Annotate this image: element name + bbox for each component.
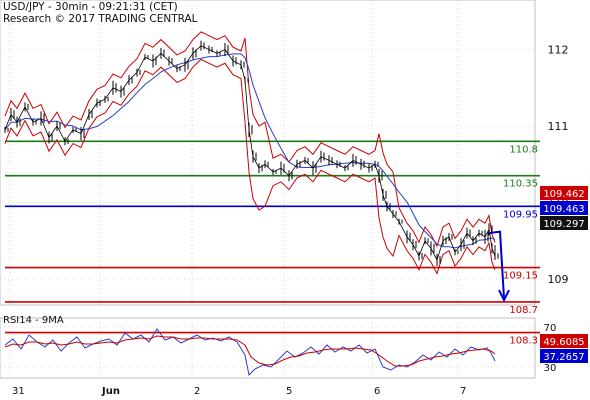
price-tick-label: 109 [548, 273, 569, 286]
level-label: 108.3 [509, 336, 538, 347]
price-badge [540, 216, 588, 230]
rsi-series-line [4, 335, 496, 367]
bollinger-layer [4, 31, 496, 275]
price-badge [540, 201, 588, 215]
x-tick-label: 5 [286, 386, 292, 397]
scenario-arrow-head [498, 289, 510, 303]
x-tick-label: 31 [12, 386, 25, 397]
levels-layer: 110.8 110.35 109.95 109.15 108.7 108.3 [5, 140, 540, 347]
rsi-tick-label: 70 [544, 323, 557, 334]
rsi-panel-label: RSI14 - 9MA [3, 315, 64, 326]
price-layer [4, 40, 510, 303]
chart-copyright: Research © 2017 TRADING CENTRAL [3, 13, 198, 25]
scenario-arrow [488, 230, 505, 299]
price-panel-frame [0, 0, 536, 306]
level-label: 109.95 [503, 209, 538, 220]
price-badge-label: 109.463 [543, 204, 584, 215]
rsi-panel-frame [0, 317, 536, 379]
level-label: 109.15 [503, 271, 538, 282]
level-label: 108.7 [509, 305, 538, 316]
x-tick-label: Jun [101, 386, 120, 397]
rsi-tick-label: 30 [544, 363, 557, 374]
rsi-badge [540, 349, 588, 363]
level-label: 110.35 [503, 179, 538, 190]
price-tick-label: 112 [548, 44, 569, 57]
price-badge-label: 109.462 [543, 189, 584, 200]
price-badge [540, 186, 588, 200]
tags-layer: 109.462 109.463 109.297 49.6085 37.2657 [540, 186, 588, 363]
chart-title: USD/JPY - 30min - 09:21:31 (CET) [3, 1, 178, 13]
x-tick-label: 7 [460, 386, 466, 397]
moving-average-line [4, 53, 496, 249]
price-line [4, 45, 496, 261]
rsi-series-line [4, 328, 496, 377]
bollinger-lower [4, 58, 496, 275]
rsi-badge-label: 37.2657 [543, 352, 584, 363]
price-tick-label: 111 [548, 120, 569, 133]
x-tick-label: 2 [194, 386, 200, 397]
rsi-badge-label: 49.6085 [543, 337, 584, 348]
bollinger-upper [4, 31, 496, 248]
rsi-badge [540, 334, 588, 348]
level-label: 110.8 [509, 144, 538, 155]
rsi-layer [4, 328, 496, 377]
x-tick-label: 6 [374, 386, 380, 397]
price-badge-label: 109.297 [543, 219, 584, 230]
